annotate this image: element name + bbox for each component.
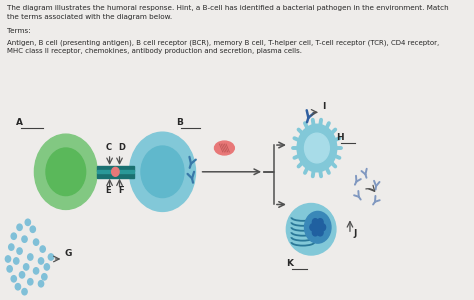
Circle shape <box>304 133 329 163</box>
Circle shape <box>27 254 33 260</box>
Text: D: D <box>118 143 126 152</box>
Circle shape <box>22 236 27 242</box>
Circle shape <box>112 167 119 176</box>
Circle shape <box>315 224 320 230</box>
Circle shape <box>304 212 331 243</box>
Circle shape <box>46 148 86 196</box>
Text: F: F <box>118 186 124 195</box>
Ellipse shape <box>215 141 234 155</box>
Circle shape <box>35 134 97 209</box>
Text: Terms:: Terms: <box>7 28 31 34</box>
Circle shape <box>38 280 44 287</box>
Circle shape <box>25 219 30 226</box>
Text: H: H <box>336 133 344 142</box>
Text: G: G <box>65 249 73 258</box>
Circle shape <box>11 233 17 239</box>
Circle shape <box>19 272 25 278</box>
Circle shape <box>11 276 17 282</box>
Text: The diagram illustrates the humoral response. Hint, a B-cell has identified a ba: The diagram illustrates the humoral resp… <box>7 5 449 11</box>
Circle shape <box>34 268 39 274</box>
Circle shape <box>15 284 20 290</box>
Circle shape <box>312 219 318 226</box>
Circle shape <box>141 146 184 198</box>
Text: K: K <box>286 259 293 268</box>
Text: I: I <box>322 102 325 111</box>
Circle shape <box>22 289 27 295</box>
Circle shape <box>7 266 12 272</box>
Circle shape <box>297 124 337 172</box>
Circle shape <box>317 219 323 226</box>
Circle shape <box>9 244 14 250</box>
Circle shape <box>40 246 46 252</box>
Circle shape <box>17 248 22 254</box>
Ellipse shape <box>286 203 336 255</box>
Circle shape <box>312 229 318 236</box>
Circle shape <box>129 132 195 212</box>
Circle shape <box>34 239 39 245</box>
Circle shape <box>24 264 29 270</box>
Bar <box>97 166 134 171</box>
Circle shape <box>320 224 326 231</box>
Circle shape <box>38 258 44 264</box>
Text: B: B <box>176 118 183 127</box>
Circle shape <box>48 254 54 260</box>
Circle shape <box>317 229 323 236</box>
Text: Antigen, B cell (presenting antigen), B cell receptor (BCR), memory B cell, T-he: Antigen, B cell (presenting antigen), B … <box>7 39 439 46</box>
Text: C: C <box>105 143 111 152</box>
Text: the terms associated with the diagram below.: the terms associated with the diagram be… <box>7 14 172 20</box>
Circle shape <box>17 224 22 230</box>
Circle shape <box>44 264 49 270</box>
Text: A: A <box>16 118 23 127</box>
Bar <box>97 170 134 173</box>
Circle shape <box>27 279 33 285</box>
Circle shape <box>42 274 47 280</box>
Circle shape <box>30 226 36 232</box>
Circle shape <box>14 258 19 264</box>
Bar <box>97 173 134 178</box>
Circle shape <box>310 224 316 231</box>
Text: E: E <box>105 186 111 195</box>
Text: J: J <box>353 229 356 238</box>
Text: MHC class II receptor, chemokines, antibody production and secretion, plasma cel: MHC class II receptor, chemokines, antib… <box>7 48 302 54</box>
Circle shape <box>5 256 10 262</box>
